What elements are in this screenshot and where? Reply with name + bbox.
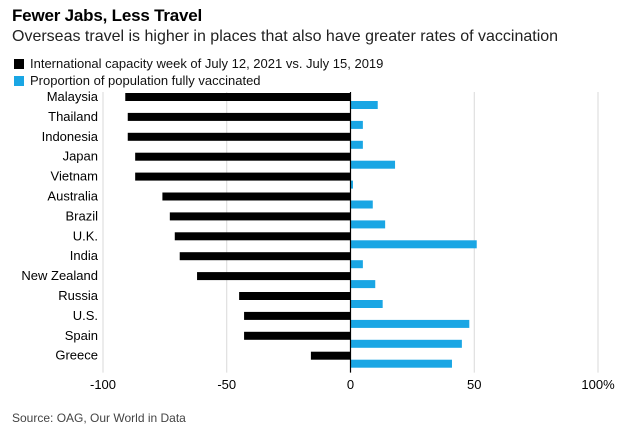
bar-capacity [239, 292, 351, 300]
category-label: Japan [63, 149, 98, 164]
bar-vaccinated [350, 101, 378, 109]
x-tick-label: 100% [581, 377, 615, 392]
x-tick-label: -100 [90, 377, 116, 392]
category-label: Malaysia [47, 89, 99, 104]
bar-capacity [244, 311, 351, 320]
bar-capacity [197, 272, 351, 281]
category-label: India [70, 248, 99, 263]
bar-vaccinated [350, 120, 363, 129]
bar-vaccinated [350, 140, 363, 149]
category-label: U.K. [73, 228, 98, 243]
bar-capacity [135, 152, 351, 161]
source-note: Source: OAG, Our World in Data [12, 411, 186, 425]
bar-capacity [169, 212, 351, 221]
category-label: U.S. [73, 308, 98, 323]
bar-vaccinated [350, 260, 363, 269]
legend-swatch-capacity [14, 58, 24, 69]
bar-vaccinated [350, 280, 376, 289]
bar-vaccinated [350, 359, 452, 368]
category-label: New Zealand [21, 268, 98, 283]
bar-vaccinated [350, 319, 470, 328]
bar-vaccinated [350, 339, 462, 348]
legend-item-vaccinated: Proportion of population fully vaccinate… [14, 72, 383, 89]
legend-item-capacity: International capacity week of July 12, … [14, 55, 383, 72]
category-label: Australia [47, 189, 98, 204]
bar-vaccinated [350, 180, 353, 189]
category-label: Indonesia [42, 129, 99, 144]
category-label: Vietnam [51, 169, 98, 184]
x-tick-label: -50 [217, 377, 236, 392]
bar-capacity [125, 93, 351, 101]
bar-vaccinated [350, 200, 373, 209]
bar-vaccinated [350, 240, 477, 249]
bar-capacity [162, 192, 351, 201]
bar-capacity [127, 132, 351, 141]
x-tick-label: 0 [347, 377, 354, 392]
category-label: Thailand [48, 109, 98, 124]
bar-vaccinated [350, 300, 383, 308]
bar-capacity [310, 351, 351, 360]
bar-vaccinated [350, 220, 386, 229]
bar-capacity [179, 252, 351, 261]
category-label: Greece [55, 348, 98, 363]
bar-capacity [127, 112, 351, 121]
bar-capacity [174, 232, 351, 241]
category-label: Spain [65, 328, 98, 343]
legend-label-vaccinated: Proportion of population fully vaccinate… [30, 73, 261, 88]
legend-label-capacity: International capacity week of July 12, … [30, 56, 384, 71]
x-tick-label: 50 [467, 377, 481, 392]
chart-title: Fewer Jabs, Less Travel [12, 6, 203, 25]
bar-capacity [135, 172, 351, 181]
category-label: Brazil [65, 208, 98, 223]
bar-capacity [244, 331, 351, 340]
chart-subtitle: Overseas travel is higher in places that… [12, 28, 559, 45]
legend: International capacity week of July 12, … [14, 55, 383, 89]
category-label: Russia [58, 288, 99, 303]
bar-vaccinated [350, 160, 396, 169]
legend-swatch-vaccinated [14, 75, 24, 86]
